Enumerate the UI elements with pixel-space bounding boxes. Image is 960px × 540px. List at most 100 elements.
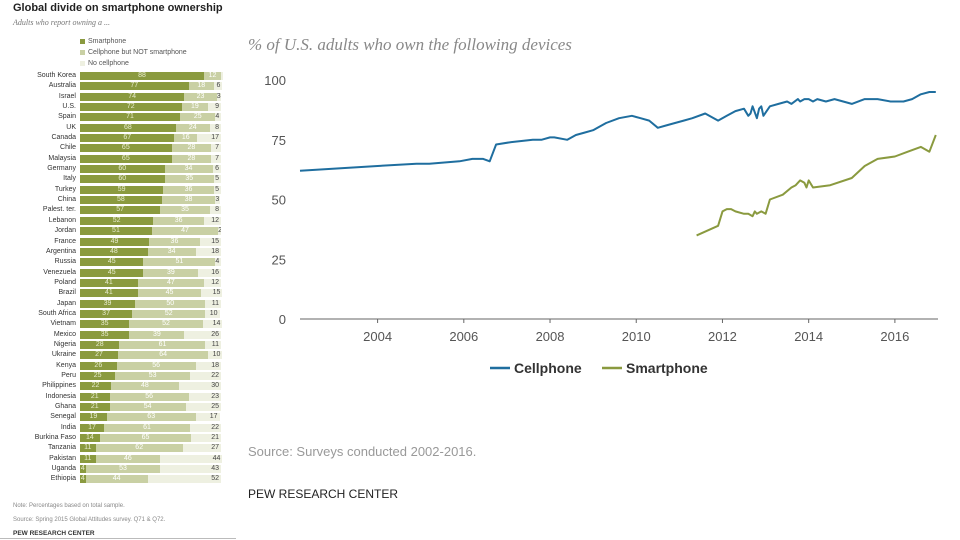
bar-no-cellphone: 16: [198, 268, 221, 277]
bar-no-cellphone: 10: [208, 351, 223, 360]
bar-no-cellphone: 11: [205, 299, 221, 308]
bar-row: Kenya 26 56 18: [0, 361, 236, 371]
bar-no-cellphone: 4: [215, 113, 221, 122]
bar-cellphone-not-smartphone: 28: [171, 154, 212, 163]
bar-cellphone-not-smartphone: 34: [164, 165, 213, 174]
country-label: Italy: [63, 175, 76, 183]
bar-smartphone: 49: [80, 237, 150, 246]
bar-smartphone: 4: [80, 475, 86, 484]
bar-cellphone-not-smartphone: 44: [85, 475, 148, 484]
bar-no-cellphone: 12: [204, 216, 221, 225]
bar-cellphone-not-smartphone: 52: [129, 320, 203, 329]
country-label: China: [57, 196, 76, 204]
bar-row: Nigeria 28 61 11: [0, 340, 236, 350]
bar-smartphone: 41: [80, 289, 138, 298]
x-tick-label: 2010: [622, 329, 651, 344]
bar-row: Chile 65 28 7: [0, 143, 236, 153]
bar-row: Mexico 35 39 26: [0, 330, 236, 340]
bar-cellphone-not-smartphone: 36: [149, 237, 200, 246]
bar-smartphone: 41: [80, 278, 138, 287]
bar-no-cellphone: 18: [195, 361, 221, 370]
left-divider: [0, 538, 236, 539]
x-tick-label: 2006: [449, 329, 478, 344]
bar-no-cellphone: 8: [209, 123, 221, 132]
left-org-credit: PEW RESEARCH CENTER: [13, 530, 95, 537]
y-tick-label: 100: [264, 73, 286, 88]
bar-row: South Africa 37 52 10: [0, 309, 236, 319]
bar-row: Australia 77 18 6: [0, 81, 236, 91]
bar-row: Ukraine 27 64 10: [0, 350, 236, 360]
bar-smartphone: 28: [80, 340, 120, 349]
x-tick-label: 2014: [794, 329, 823, 344]
bar-no-cellphone: 21: [191, 434, 221, 443]
bar-no-cellphone: 7: [211, 154, 221, 163]
country-label: Russia: [54, 258, 76, 266]
bar-no-cellphone: 44: [160, 454, 223, 463]
country-label: Brazil: [58, 289, 76, 297]
bar-row: Burkina Faso 14 65 21: [0, 433, 236, 443]
bar-smartphone: 4: [80, 465, 86, 474]
bar-no-cellphone: 17: [195, 413, 220, 422]
country-label: Jordan: [54, 227, 76, 235]
legend-label: Smartphone: [88, 38, 127, 45]
bar-smartphone: 74: [80, 92, 185, 101]
bar-row: Philippines 22 48 30: [0, 381, 236, 391]
bar-cellphone-not-smartphone: 34: [147, 247, 196, 256]
y-tick-label: 50: [272, 193, 286, 208]
bar-smartphone: 22: [80, 382, 112, 391]
bar-smartphone: 25: [80, 371, 116, 380]
legend-swatch-no-cellphone: [80, 61, 85, 66]
bar-cellphone-not-smartphone: 19: [181, 103, 209, 112]
bar-cellphone-not-smartphone: 25: [180, 113, 216, 122]
bar-no-cellphone: 18: [195, 247, 221, 256]
bar-cellphone-not-smartphone: 45: [137, 289, 202, 298]
bar-cellphone-not-smartphone: 52: [132, 309, 206, 318]
country-label: Tanzania: [47, 444, 76, 452]
y-tick-label: 75: [272, 133, 286, 148]
country-label: Lebanon: [48, 216, 76, 224]
bar-row: China 58 38 3: [0, 195, 236, 205]
country-label: Senegal: [50, 413, 76, 421]
bar-cellphone-not-smartphone: 46: [95, 454, 161, 463]
bar-smartphone: 35: [80, 330, 130, 339]
legend-swatch-cellphone-not-smartphone: [80, 50, 85, 55]
bar-cellphone-not-smartphone: 51: [143, 258, 216, 267]
bar-cellphone-not-smartphone: 39: [143, 268, 199, 277]
bar-cellphone-not-smartphone: 61: [119, 340, 206, 349]
bar-row: Brazil 41 45 15: [0, 288, 236, 298]
bar-row: Israel 74 23 3: [0, 92, 236, 102]
bar-smartphone: 48: [80, 247, 148, 256]
country-label: Palest. ter.: [42, 206, 76, 214]
bar-row: South Korea 88 12: [0, 71, 236, 81]
legend-label-cellphone: Cellphone: [514, 360, 582, 376]
country-label: Burkina Faso: [34, 434, 76, 442]
y-tick-label: 0: [279, 312, 286, 327]
bar-no-cellphone: 12: [204, 278, 221, 287]
left-chart-subtitle: Adults who report owning a ...: [13, 18, 111, 27]
bar-no-cellphone: 10: [205, 309, 220, 318]
country-label: Uganda: [51, 465, 76, 473]
bar-smartphone: 35: [80, 320, 130, 329]
legend-label: Cellphone but NOT smartphone: [88, 49, 187, 56]
bar-row: Spain 71 25 4: [0, 112, 236, 122]
country-label: Nigeria: [53, 340, 76, 348]
bar-cellphone-not-smartphone: 47: [137, 278, 205, 287]
bar-cellphone-not-smartphone: 28: [171, 144, 212, 153]
bar-smartphone: 21: [80, 403, 110, 411]
country-label: Peru: [61, 371, 76, 379]
left-note: Note: Percentages based on total sample.: [13, 503, 125, 509]
series-line-smartphone: [696, 134, 937, 237]
bar-row: Japan 39 50 11: [0, 299, 236, 309]
country-label: Chile: [60, 144, 76, 152]
country-label: Ghana: [54, 403, 76, 410]
right-source: Source: Surveys conducted 2002-2016.: [248, 444, 477, 459]
bar-row: Senegal 19 63 17: [0, 412, 236, 422]
bar-no-cellphone: 22: [189, 423, 221, 432]
country-label: France: [54, 237, 76, 245]
bar-cellphone-not-smartphone: 16: [174, 134, 198, 143]
country-label: Ukraine: [51, 351, 76, 359]
country-label: Turkey: [54, 185, 76, 193]
bar-row: Malaysia 65 28 7: [0, 154, 236, 164]
country-label: Israel: [58, 92, 76, 100]
bar-no-cellphone: 7: [211, 144, 221, 153]
